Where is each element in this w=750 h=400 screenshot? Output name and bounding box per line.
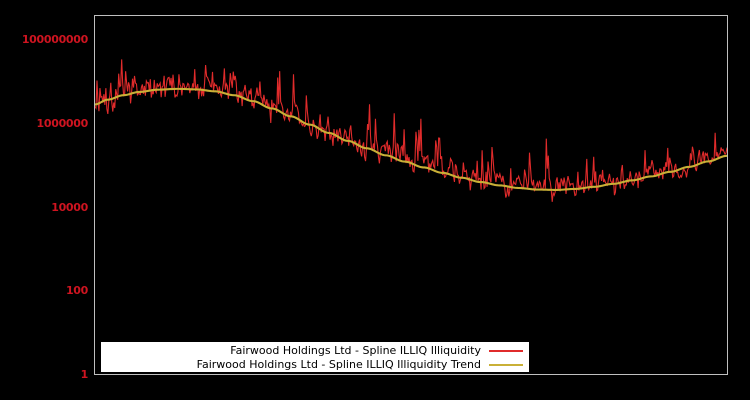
series-illiq-line — [95, 59, 727, 202]
series-svg — [95, 59, 727, 202]
legend-entry-trend[interactable]: Fairwood Holdings Ltd - Spline ILLIQ Ill… — [101, 357, 529, 372]
legend-swatch-trend — [489, 363, 523, 366]
y-axis-tick-4: 1 — [80, 368, 89, 381]
legend-label-trend: Fairwood Holdings Ltd - Spline ILLIQ Ill… — [196, 358, 481, 371]
legend-swatch-illiq — [489, 349, 523, 352]
legend-label-illiq: Fairwood Holdings Ltd - Spline ILLIQ Ill… — [230, 344, 481, 357]
legend-entry-illiq[interactable]: Fairwood Holdings Ltd - Spline ILLIQ Ill… — [101, 343, 529, 358]
y-axis-tick-1: 1000000 — [36, 116, 89, 130]
y-axis-tick-3: 100 — [65, 284, 88, 298]
plot-area — [94, 15, 728, 375]
y-axis-tick-2: 10000 — [51, 200, 88, 214]
chart-legend[interactable]: Fairwood Holdings Ltd - Spline ILLIQ Ill… — [100, 341, 530, 373]
series-trend-line — [95, 87, 727, 191]
y-axis-tick-0: 100000000 — [21, 33, 88, 47]
